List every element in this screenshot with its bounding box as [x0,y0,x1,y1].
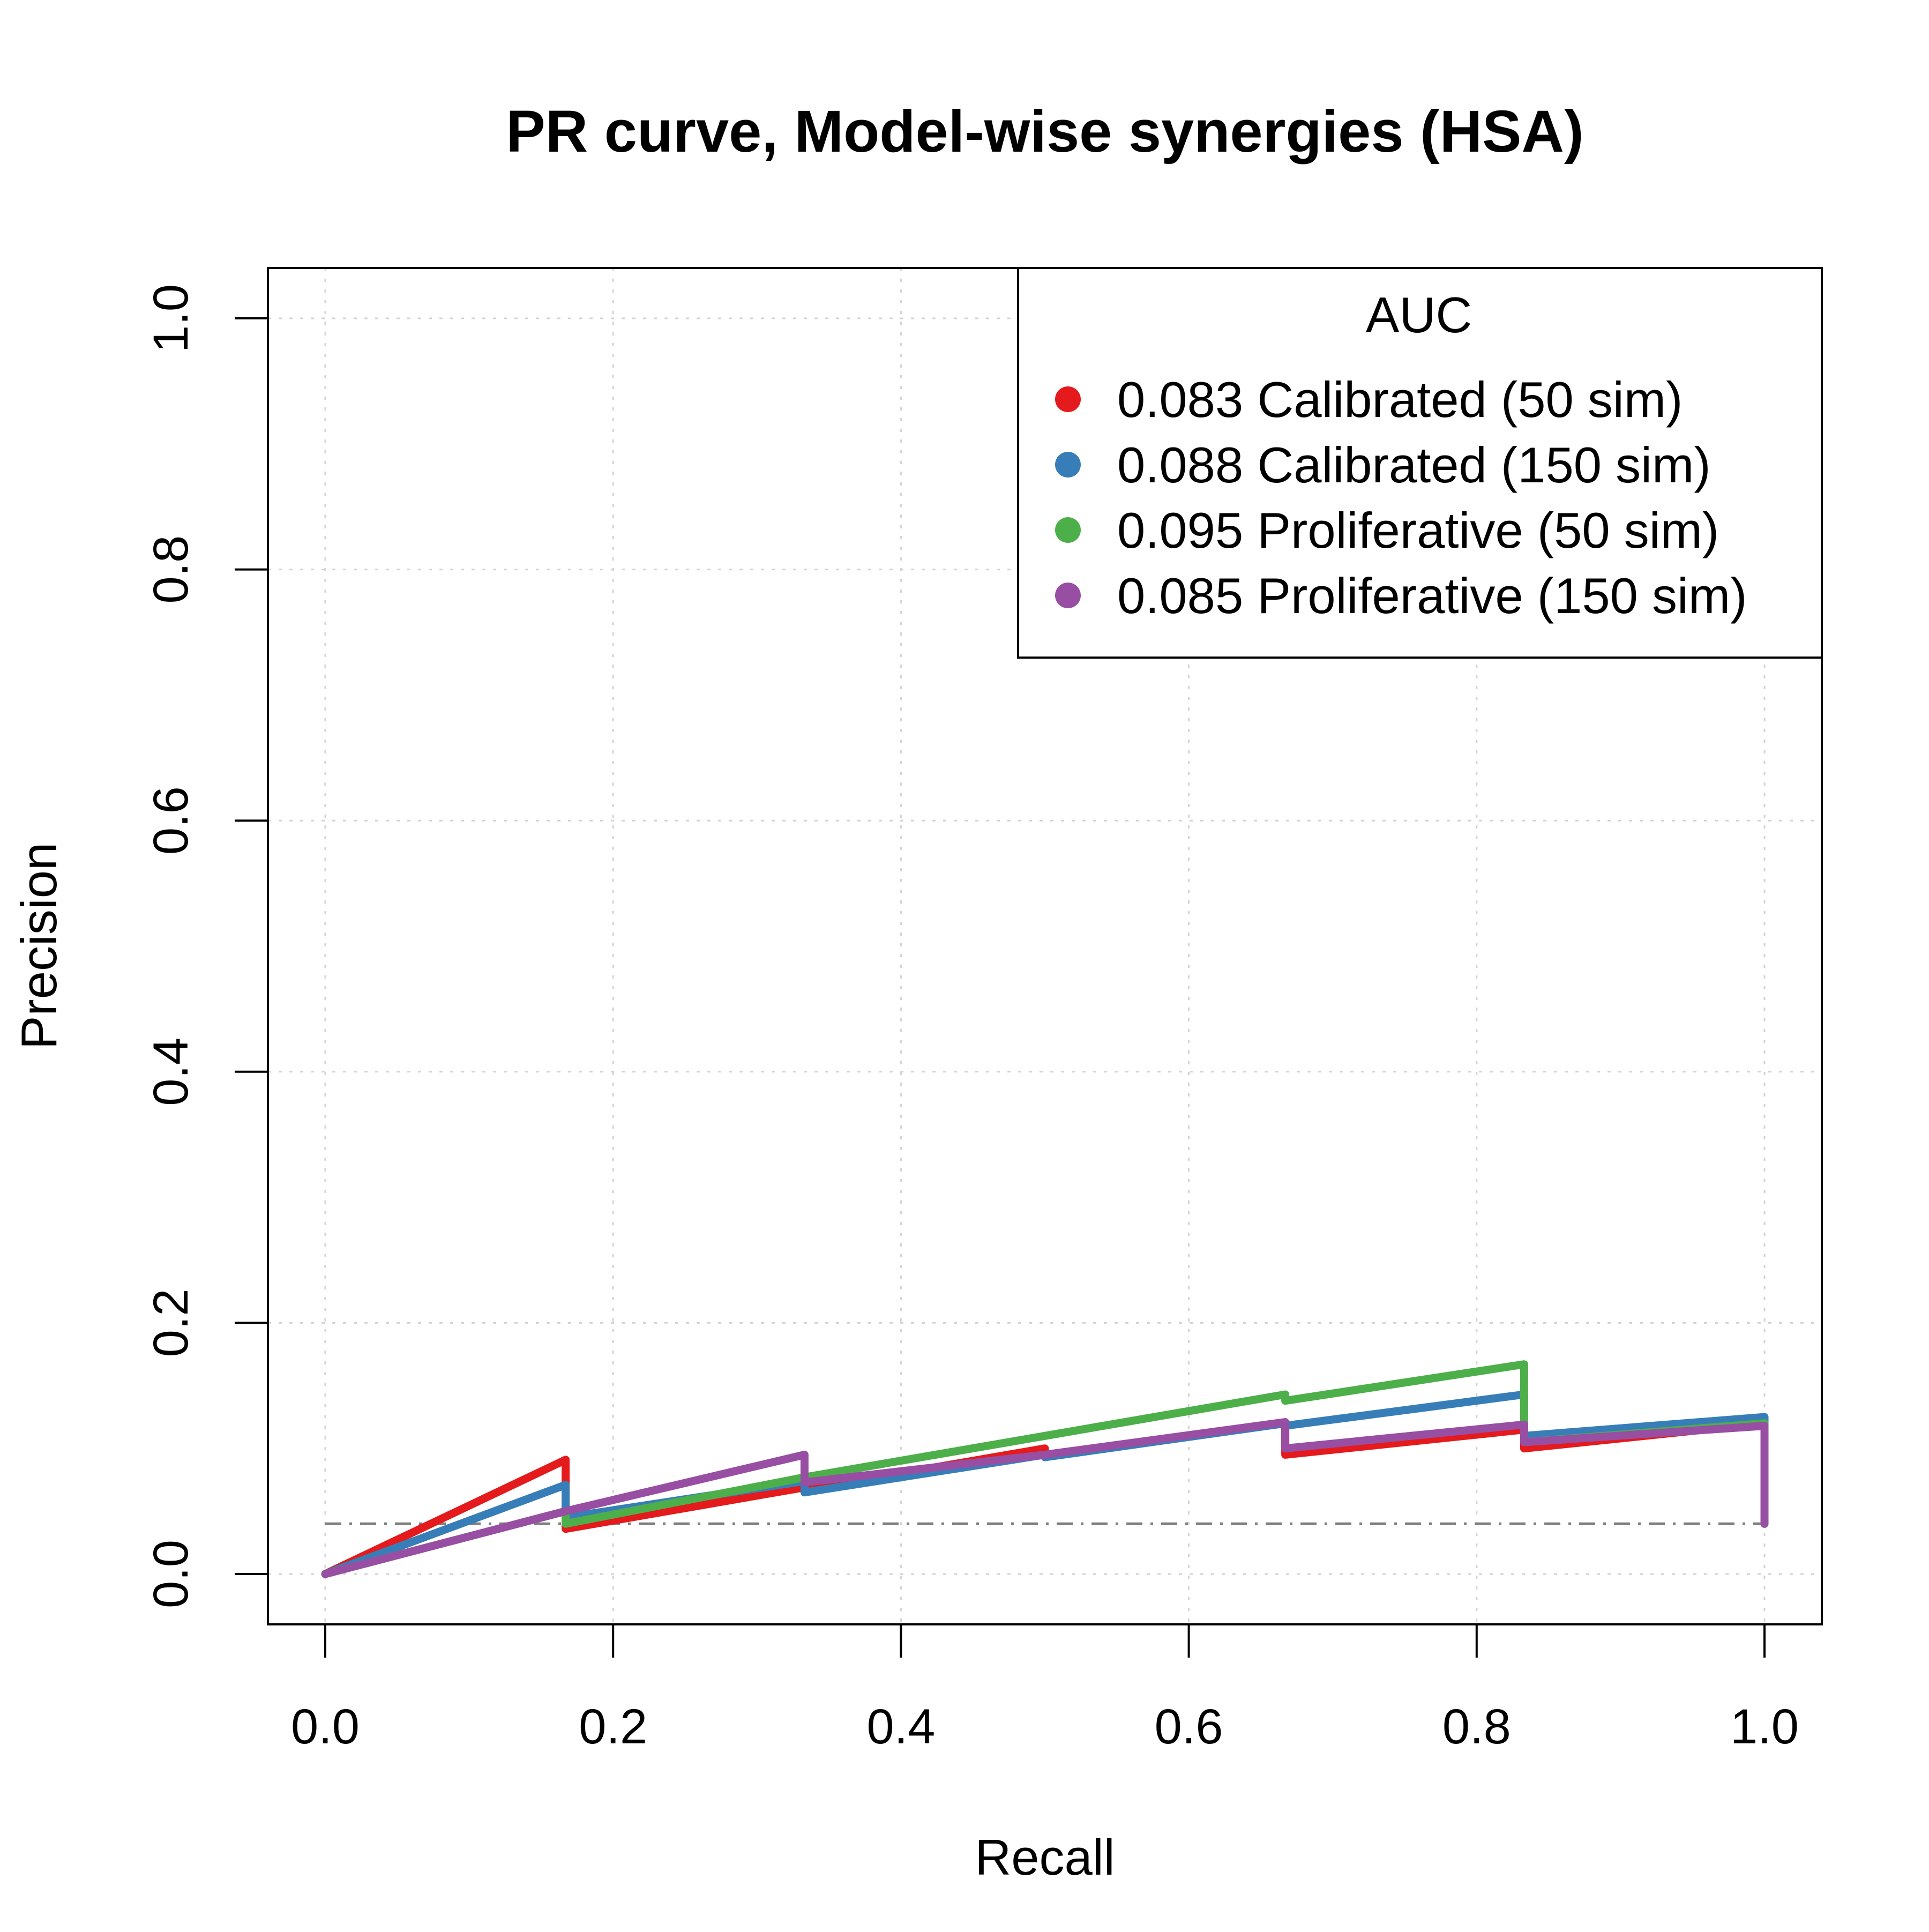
x-tick-label-1: 0.2 [579,1699,647,1754]
legend-title: AUC [1366,287,1472,343]
legend-label-1: 0.088 Calibrated (150 sim) [1117,437,1711,493]
legend-marker-2 [1055,517,1081,543]
x-tick-label-0: 0.0 [291,1699,360,1754]
legend: AUC 0.083 Calibrated (50 sim) 0.088 Calib… [1017,267,1823,659]
y-tick-label-1: 0.2 [144,1288,198,1357]
x-axis: 0.0 0.2 0.4 0.6 0.8 1.0 [291,1623,1799,1754]
chart-title: PR curve, Model-wise synergies (HSA) [506,99,1583,165]
legend-items: 0.083 Calibrated (50 sim) 0.088 Calibrate… [1055,371,1747,624]
x-tick-label-3: 0.6 [1155,1699,1223,1754]
y-tick-label-0: 0.0 [144,1540,198,1608]
legend-marker-3 [1055,583,1081,608]
x-axis-label: Recall [975,1829,1115,1885]
legend-label-3: 0.085 Proliferative (150 sim) [1117,568,1747,624]
y-tick-label-5: 1.0 [144,284,198,353]
legend-box [1017,267,1823,659]
legend-label-2: 0.095 Proliferative (50 sim) [1117,502,1719,558]
x-tick-label-4: 0.8 [1442,1699,1511,1754]
series-line-3 [321,1418,1769,1578]
series-lines [321,1360,1769,1578]
y-tick-label-2: 0.4 [144,1038,198,1106]
y-axis: 0.0 0.2 0.4 0.6 0.8 1.0 [144,284,269,1608]
x-tick-label-2: 0.4 [866,1699,935,1754]
legend-marker-0 [1055,386,1081,412]
legend-marker-1 [1055,452,1081,478]
y-axis-label: Precision [11,842,67,1050]
x-tick-label-5: 1.0 [1730,1699,1799,1754]
legend-label-0: 0.083 Calibrated (50 sim) [1117,371,1683,428]
y-tick-label-4: 0.8 [144,535,198,604]
y-tick-label-3: 0.6 [144,786,198,855]
